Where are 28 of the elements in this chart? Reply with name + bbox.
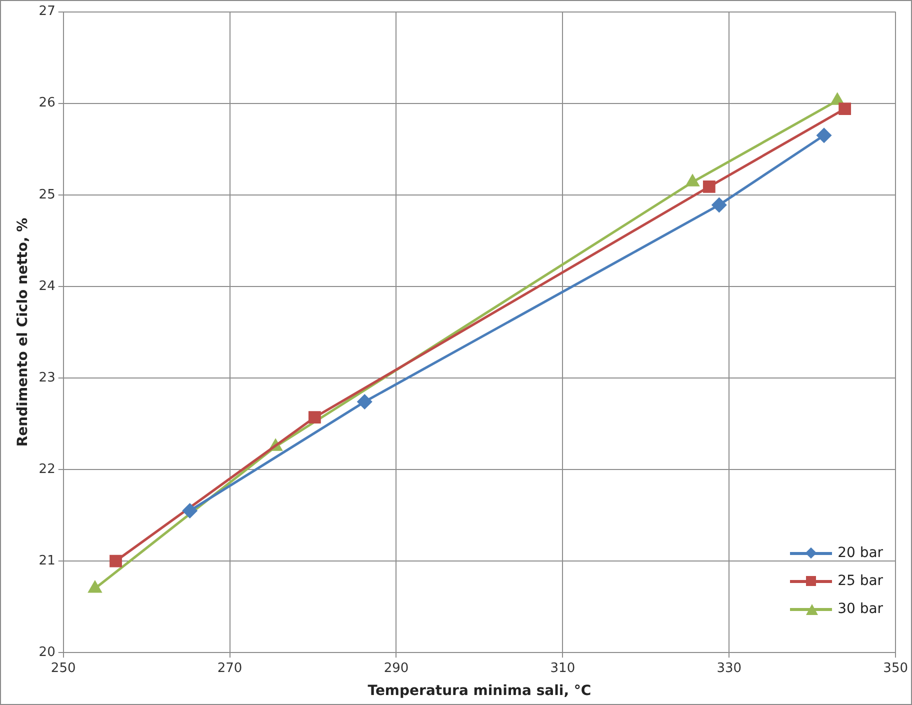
legend-label: 25 bar	[838, 572, 884, 589]
y-tick-label: 24	[38, 278, 56, 294]
point	[357, 394, 372, 410]
legend-label: 30 bar	[838, 600, 884, 617]
y-tick-label: 26	[38, 96, 56, 111]
x-tick-label: 310	[550, 660, 576, 676]
point	[110, 554, 122, 568]
y-tick-label: 25	[38, 187, 56, 202]
legend-label: 20 bar	[838, 544, 884, 561]
x-axis-title: Temperatura minima sali, °C	[368, 683, 592, 700]
point	[88, 581, 102, 593]
x-tick-label: 330	[716, 660, 742, 676]
point	[308, 411, 321, 424]
point	[712, 198, 726, 212]
point	[816, 128, 832, 143]
x-tick-label: 250	[50, 660, 76, 676]
point	[838, 102, 852, 116]
y-tick-label: 23	[38, 370, 56, 386]
point	[702, 180, 716, 193]
x-tick-label: 290	[384, 660, 409, 676]
x-tick-label: 270	[217, 660, 242, 676]
x-tick-label: 350	[883, 660, 908, 676]
y-tick-label: 20	[38, 644, 56, 660]
point	[182, 503, 198, 518]
y-tick-label: 27	[38, 4, 56, 20]
y-axis-title: Rendimento el Ciclo netto, %	[15, 218, 32, 447]
y-tick-label: 21	[38, 553, 56, 568]
y-tick-label: 22	[38, 462, 56, 477]
